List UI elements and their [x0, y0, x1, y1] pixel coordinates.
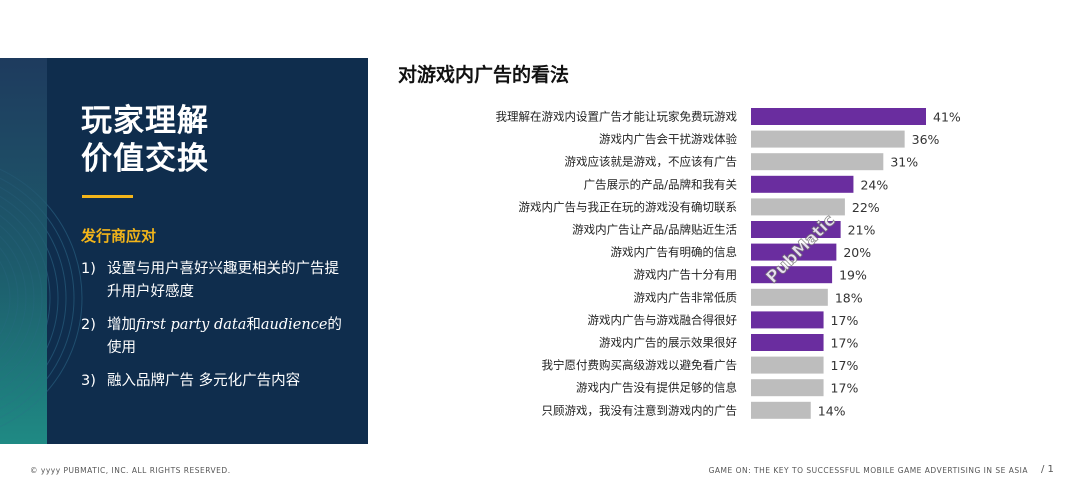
category-label: 我宁愿付费购买高级游戏以避免看广告 [542, 358, 738, 372]
category-label: 游戏内广告有明确的信息 [611, 245, 738, 259]
list-item-number: 2) [81, 317, 96, 333]
list-item-text-part: 增加 [107, 317, 136, 333]
left-panel [0, 58, 368, 444]
value-label: 24% [860, 177, 888, 192]
list-item: 1) 设置与用户喜好兴趣更相关的广告提升用户好感度 [81, 258, 351, 304]
bar [751, 266, 833, 284]
list-item-number: 1) [81, 261, 96, 277]
bar [751, 356, 824, 374]
footer-report-title: GAME ON: THE KEY TO SUCCESSFUL MOBILE GA… [708, 466, 1028, 475]
list-item-text: 增加first party data和audience的使用 [107, 314, 351, 360]
value-label: 17% [831, 358, 859, 373]
bar [751, 311, 824, 329]
list-item-italic-part: audience [260, 317, 328, 333]
bar [751, 198, 845, 216]
list-item-text-part: 的使用 [107, 317, 342, 356]
category-label: 游戏内广告让产品/品牌贴近生活 [572, 223, 737, 237]
bar [751, 130, 905, 148]
list-item-text: 融入品牌广告 多元化广告内容 [107, 370, 351, 393]
list-item-text-part: 设置与用户喜好兴趣更相关的广告提升用户好感度 [107, 261, 339, 300]
value-label: 21% [848, 223, 876, 238]
footer-copyright: © yyyy PUBMATIC, INC. ALL RIGHTS RESERVE… [30, 466, 231, 475]
list-item-text-part: 融入品牌广告 多元化广告内容 [107, 373, 301, 389]
value-label: 19% [839, 268, 867, 283]
category-label: 游戏内广告与我正在玩的游戏没有确切联系 [519, 200, 738, 214]
list-item-text: 设置与用户喜好兴趣更相关的广告提升用户好感度 [107, 258, 351, 304]
value-label: 17% [831, 336, 859, 351]
bar [751, 153, 884, 171]
list-item-text-part: 和 [246, 317, 261, 333]
value-label: 18% [835, 290, 863, 305]
value-label: 17% [831, 381, 859, 396]
value-label: 22% [852, 200, 880, 215]
list-item: 2) 增加first party data和audience的使用 [81, 314, 351, 360]
category-label: 游戏内广告的展示效果很好 [599, 336, 737, 350]
value-label: 14% [818, 403, 846, 418]
category-label: 广告展示的产品/品牌和我有关 [584, 177, 738, 191]
category-label: 游戏应该就是游戏，不应该有广告 [565, 155, 738, 169]
value-label: 17% [831, 313, 859, 328]
bar-chart: 我理解在游戏内设置广告才能让玩家免费玩游戏 41% 游戏内广告会干扰游戏体验 36% 游… [496, 108, 961, 419]
action-list: 1) 设置与用户喜好兴趣更相关的广告提升用户好感度 2) 增加first par… [81, 258, 351, 403]
list-item-number: 3) [81, 373, 96, 389]
category-label: 我理解在游戏内设置广告才能让玩家免费玩游戏 [496, 110, 738, 124]
bar [751, 221, 841, 238]
chart-title: 对游戏内广告的看法 [398, 64, 570, 86]
panel-title-line-2: 价值交换 [81, 141, 209, 177]
bar [751, 288, 828, 306]
panel-title-line-1: 玩家理解 [81, 103, 209, 139]
bar [751, 108, 926, 125]
panel-title: 玩家理解 价值交换 [81, 102, 209, 178]
list-item: 3) 融入品牌广告 多元化广告内容 [81, 370, 351, 393]
value-label: 36% [912, 132, 940, 147]
category-label: 游戏内广告没有提供足够的信息 [576, 381, 737, 395]
category-label: 只顾游戏，我没有注意到游戏内的广告 [542, 403, 738, 417]
page-number: / 1 [1041, 464, 1054, 475]
category-label: 游戏内广告会干扰游戏体验 [599, 132, 737, 146]
value-label: 41% [933, 110, 961, 125]
panel-subtitle: 发行商应对 [81, 227, 157, 245]
list-item-italic-part: first party data [136, 317, 247, 333]
bar [751, 334, 824, 351]
value-label: 31% [890, 155, 918, 170]
title-underline [82, 195, 133, 198]
category-label: 游戏内广告十分有用 [634, 268, 738, 282]
bar [751, 401, 811, 419]
bar [751, 175, 854, 193]
value-label: 20% [843, 245, 871, 260]
bar [751, 379, 824, 397]
bar [751, 243, 837, 261]
category-label: 游戏内广告非常低质 [634, 290, 738, 304]
panel-accent-overlay [0, 58, 47, 444]
category-label: 游戏内广告与游戏融合得很好 [588, 313, 738, 327]
